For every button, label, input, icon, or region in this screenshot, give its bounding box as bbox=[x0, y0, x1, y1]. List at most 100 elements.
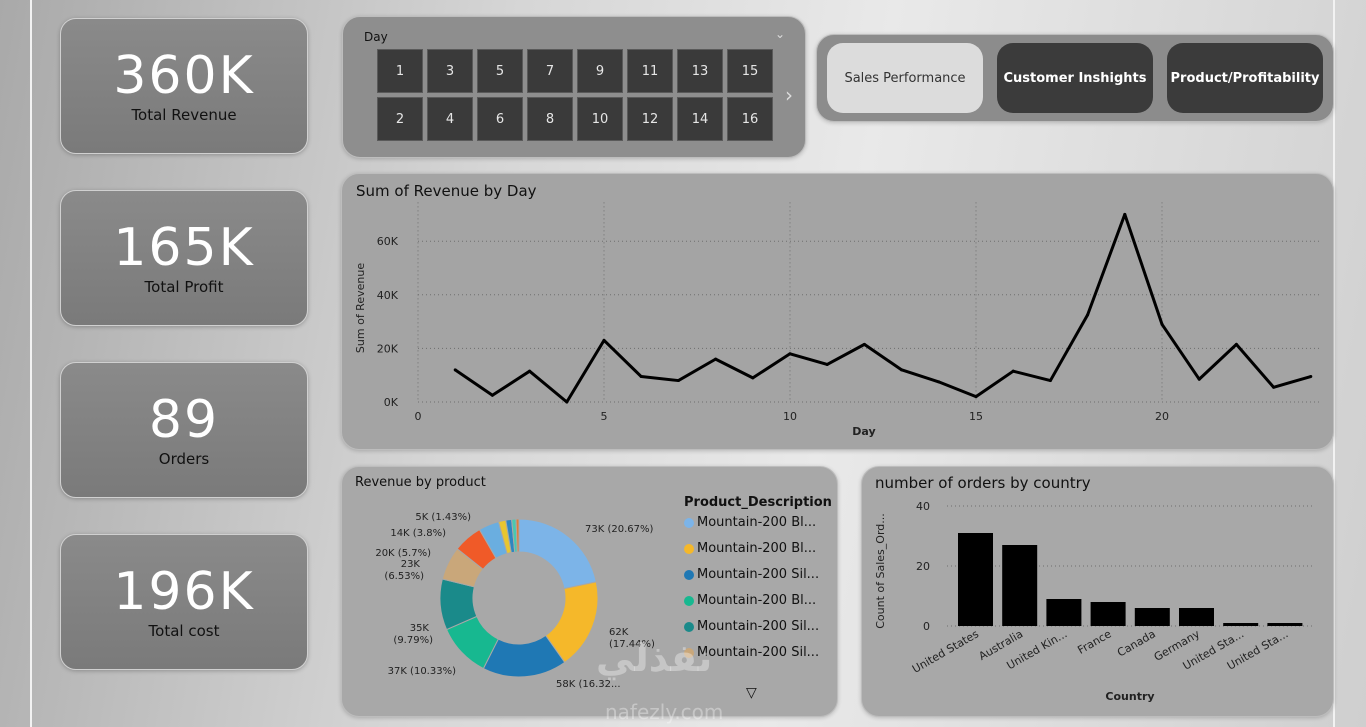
bar[interactable] bbox=[1134, 608, 1170, 626]
legend-item[interactable]: Mountain-200 Bl... bbox=[684, 593, 816, 608]
revenue-by-day-chart: Sum of Revenue by Day 0K 20K 40K 60K 0 5 10 15 2… bbox=[341, 173, 1334, 450]
y-tick-label: 40 bbox=[916, 500, 930, 513]
bar[interactable] bbox=[1267, 623, 1303, 626]
slice-label-pct: (6.53%) bbox=[384, 571, 424, 582]
kpi-value: 196K bbox=[113, 562, 255, 622]
line-point[interactable] bbox=[602, 338, 606, 342]
bar[interactable] bbox=[1223, 623, 1259, 626]
legend-swatch bbox=[684, 647, 694, 658]
kpi-label: Total Revenue bbox=[131, 106, 237, 124]
kpi-value: 360K bbox=[113, 46, 255, 106]
line-point[interactable] bbox=[714, 357, 718, 361]
line-point[interactable] bbox=[1086, 313, 1090, 317]
y-tick-label: 0 bbox=[923, 620, 930, 633]
x-tick-label: France bbox=[1075, 627, 1113, 657]
frame-line-right bbox=[1333, 0, 1335, 727]
day-button-6[interactable]: 6 bbox=[477, 97, 523, 141]
y-tick-label: 0K bbox=[384, 396, 399, 409]
line-point[interactable] bbox=[1309, 375, 1313, 379]
page-navigation: Sales Performance Customer Inshights Pro… bbox=[816, 34, 1334, 122]
line-point[interactable] bbox=[565, 400, 569, 404]
y-tick-label: 60K bbox=[377, 235, 399, 248]
day-button-3[interactable]: 3 bbox=[427, 49, 473, 93]
bar[interactable] bbox=[1179, 608, 1214, 626]
revenue-by-product-chart: Revenue by product 73K (20.67%) 62K (17.44… bbox=[341, 466, 838, 717]
line-point[interactable] bbox=[900, 368, 904, 372]
line-point[interactable] bbox=[453, 368, 457, 372]
day-button-10[interactable]: 10 bbox=[577, 97, 623, 141]
legend-item[interactable]: Mountain-200 Sil... bbox=[684, 567, 819, 582]
day-button-7[interactable]: 7 bbox=[527, 49, 573, 93]
x-tick-label: 5 bbox=[601, 410, 608, 423]
line-point[interactable] bbox=[490, 393, 494, 397]
day-button-5[interactable]: 5 bbox=[477, 49, 523, 93]
watermark-url: nafezly.com bbox=[605, 700, 724, 724]
kpi-card-total-profit: 165K Total Profit bbox=[60, 190, 308, 326]
expand-triangle-icon[interactable]: ▽ bbox=[746, 685, 757, 701]
x-tick-label: 20 bbox=[1155, 410, 1169, 423]
kpi-value: 89 bbox=[148, 390, 220, 450]
kpi-card-total-cost: 196K Total cost bbox=[60, 534, 308, 670]
x-tick-label: 10 bbox=[783, 410, 797, 423]
chart-title: Revenue by product bbox=[355, 475, 486, 490]
bar[interactable] bbox=[958, 533, 993, 626]
kpi-value: 165K bbox=[113, 218, 255, 278]
day-button-11[interactable]: 11 bbox=[627, 49, 673, 93]
customer-insights-button[interactable]: Customer Inshights bbox=[997, 43, 1153, 113]
bar[interactable] bbox=[1002, 545, 1038, 626]
legend-label: Mountain-200 Bl... bbox=[697, 515, 817, 530]
line-chart-svg: 0K 20K 40K 60K 0 5 10 15 20 Day Sum of Revenue bbox=[354, 202, 1322, 438]
day-button-14[interactable]: 14 bbox=[677, 97, 723, 141]
slice-label-pct: (9.79%) bbox=[393, 635, 433, 646]
bar[interactable] bbox=[1046, 599, 1082, 626]
line-point[interactable] bbox=[1160, 322, 1164, 326]
line-point[interactable] bbox=[1011, 369, 1015, 373]
legend-swatch bbox=[684, 595, 694, 606]
legend-item[interactable]: Mountain-200 Bl... bbox=[684, 515, 816, 530]
x-axis-label: Country bbox=[1105, 690, 1154, 703]
chevron-right-icon[interactable]: › bbox=[785, 83, 793, 107]
product-profitability-button[interactable]: Product/Profitability bbox=[1167, 43, 1323, 113]
line-point[interactable] bbox=[1197, 377, 1201, 381]
day-button-8[interactable]: 8 bbox=[527, 97, 573, 141]
line-point[interactable] bbox=[751, 376, 755, 380]
line-point[interactable] bbox=[1272, 385, 1276, 389]
line-point[interactable] bbox=[639, 375, 643, 379]
legend-swatch bbox=[684, 621, 694, 632]
legend-item[interactable]: Mountain-200 Bl... bbox=[684, 541, 816, 556]
line-point[interactable] bbox=[937, 380, 941, 384]
day-button-13[interactable]: 13 bbox=[677, 49, 723, 93]
line-point[interactable] bbox=[676, 379, 680, 383]
day-button-2[interactable]: 2 bbox=[377, 97, 423, 141]
bar[interactable] bbox=[1090, 602, 1126, 626]
watermark-logo: نفذلي bbox=[596, 636, 713, 680]
line-point[interactable] bbox=[862, 342, 866, 346]
line-point[interactable] bbox=[1123, 212, 1127, 216]
line-point[interactable] bbox=[528, 369, 532, 373]
orders-by-country-chart: number of orders by country 0 20 40 United … bbox=[861, 466, 1334, 717]
legend-label: Mountain-200 Sil... bbox=[697, 645, 820, 660]
legend-item[interactable]: Mountain-200 Sil... bbox=[684, 619, 819, 634]
donut-slice[interactable] bbox=[515, 518, 520, 553]
day-button-15[interactable]: 15 bbox=[727, 49, 773, 93]
legend-item[interactable]: Mountain-200 Sil... bbox=[684, 645, 819, 660]
kpi-label: Total Profit bbox=[144, 278, 224, 296]
slice-label: 14K (3.8%) bbox=[390, 528, 446, 539]
line-point[interactable] bbox=[974, 395, 978, 399]
legend-label: Mountain-200 Bl... bbox=[697, 593, 817, 608]
day-button-12[interactable]: 12 bbox=[627, 97, 673, 141]
line-point[interactable] bbox=[1234, 342, 1238, 346]
day-button-9[interactable]: 9 bbox=[577, 49, 623, 93]
legend-swatch bbox=[684, 517, 694, 528]
line-point[interactable] bbox=[788, 352, 792, 356]
slicer-title: Day bbox=[364, 30, 388, 44]
sales-performance-button[interactable]: Sales Performance bbox=[827, 43, 983, 113]
day-button-4[interactable]: 4 bbox=[427, 97, 473, 141]
day-button-16[interactable]: 16 bbox=[727, 97, 773, 141]
day-button-1[interactable]: 1 bbox=[377, 49, 423, 93]
line-point[interactable] bbox=[825, 362, 829, 366]
chart-title: number of orders by country bbox=[875, 474, 1091, 492]
chevron-down-icon[interactable]: ⌄ bbox=[774, 27, 785, 41]
kpi-label: Total cost bbox=[148, 622, 220, 640]
line-point[interactable] bbox=[1048, 379, 1052, 383]
